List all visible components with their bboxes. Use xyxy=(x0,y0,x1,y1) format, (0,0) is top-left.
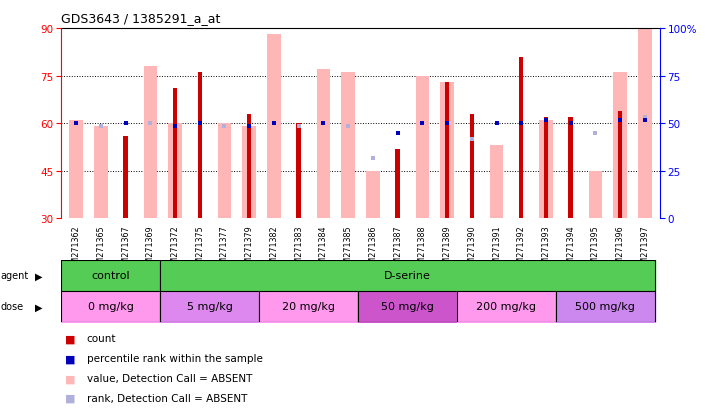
Bar xyxy=(259,291,358,322)
Bar xyxy=(614,73,627,219)
Bar xyxy=(544,118,548,219)
Bar xyxy=(618,111,622,219)
Bar xyxy=(638,29,652,219)
Text: GSM271377: GSM271377 xyxy=(220,225,229,274)
Bar xyxy=(267,35,280,219)
Text: agent: agent xyxy=(1,271,29,281)
Text: GSM271372: GSM271372 xyxy=(171,225,180,274)
Text: value, Detection Call = ABSENT: value, Detection Call = ABSENT xyxy=(87,373,252,383)
Text: GSM271367: GSM271367 xyxy=(121,225,130,273)
Text: GSM271362: GSM271362 xyxy=(71,225,81,273)
Text: GSM271394: GSM271394 xyxy=(566,225,575,273)
Bar xyxy=(160,291,259,322)
Text: rank, Detection Call = ABSENT: rank, Detection Call = ABSENT xyxy=(87,393,247,403)
Bar xyxy=(556,291,655,322)
Text: 500 mg/kg: 500 mg/kg xyxy=(575,301,635,312)
Bar xyxy=(69,121,83,219)
Bar xyxy=(168,124,182,219)
Bar xyxy=(317,70,330,219)
Text: ▶: ▶ xyxy=(35,271,42,281)
Text: control: control xyxy=(92,271,130,281)
Text: GSM271383: GSM271383 xyxy=(294,225,303,273)
Text: 0 mg/kg: 0 mg/kg xyxy=(88,301,133,312)
Text: GSM271369: GSM271369 xyxy=(146,225,155,273)
Text: ■: ■ xyxy=(65,334,76,344)
Bar xyxy=(539,121,553,219)
Text: GSM271393: GSM271393 xyxy=(541,225,550,273)
Bar xyxy=(395,149,400,219)
Text: 5 mg/kg: 5 mg/kg xyxy=(187,301,233,312)
Text: D-serine: D-serine xyxy=(384,271,431,281)
Bar xyxy=(218,124,231,219)
Bar xyxy=(296,124,301,219)
Text: ■: ■ xyxy=(65,373,76,383)
Text: GSM271396: GSM271396 xyxy=(616,225,624,273)
Text: GSM271386: GSM271386 xyxy=(368,225,377,273)
Bar xyxy=(469,114,474,219)
Text: GSM271388: GSM271388 xyxy=(418,225,427,273)
Text: GSM271379: GSM271379 xyxy=(244,225,254,274)
Text: 50 mg/kg: 50 mg/kg xyxy=(381,301,434,312)
Bar xyxy=(198,73,202,219)
Text: 200 mg/kg: 200 mg/kg xyxy=(477,301,536,312)
Bar xyxy=(568,118,573,219)
Bar xyxy=(341,73,355,219)
Bar xyxy=(94,127,107,219)
Text: GSM271382: GSM271382 xyxy=(270,225,278,273)
Bar xyxy=(61,291,160,322)
Text: GSM271392: GSM271392 xyxy=(517,225,526,274)
Bar xyxy=(242,127,256,219)
Text: GDS3643 / 1385291_a_at: GDS3643 / 1385291_a_at xyxy=(61,12,221,25)
Text: GSM271395: GSM271395 xyxy=(591,225,600,274)
Text: GSM271375: GSM271375 xyxy=(195,225,204,274)
Text: dose: dose xyxy=(1,301,24,312)
Text: ■: ■ xyxy=(65,354,76,363)
Text: GSM271384: GSM271384 xyxy=(319,225,328,273)
Bar xyxy=(588,171,602,219)
Bar xyxy=(160,260,655,291)
Bar xyxy=(457,291,556,322)
Text: GSM271365: GSM271365 xyxy=(97,225,105,273)
Bar xyxy=(415,76,429,219)
Bar xyxy=(445,83,449,219)
Bar xyxy=(490,146,503,219)
Text: GSM271390: GSM271390 xyxy=(467,225,477,273)
Bar xyxy=(519,57,523,219)
Text: GSM271397: GSM271397 xyxy=(640,225,650,274)
Text: GSM271391: GSM271391 xyxy=(492,225,501,273)
Bar xyxy=(441,83,454,219)
Text: 20 mg/kg: 20 mg/kg xyxy=(282,301,335,312)
Text: ■: ■ xyxy=(65,393,76,403)
Text: count: count xyxy=(87,334,116,344)
Bar xyxy=(123,137,128,219)
Bar xyxy=(143,67,157,219)
Text: ▶: ▶ xyxy=(35,301,42,312)
Text: GSM271387: GSM271387 xyxy=(393,225,402,273)
Bar xyxy=(247,114,252,219)
Text: GSM271385: GSM271385 xyxy=(344,225,353,273)
Bar xyxy=(61,260,160,291)
Bar xyxy=(358,291,457,322)
Bar xyxy=(366,171,380,219)
Text: GSM271389: GSM271389 xyxy=(443,225,451,273)
Text: percentile rank within the sample: percentile rank within the sample xyxy=(87,354,262,363)
Bar xyxy=(173,89,177,219)
